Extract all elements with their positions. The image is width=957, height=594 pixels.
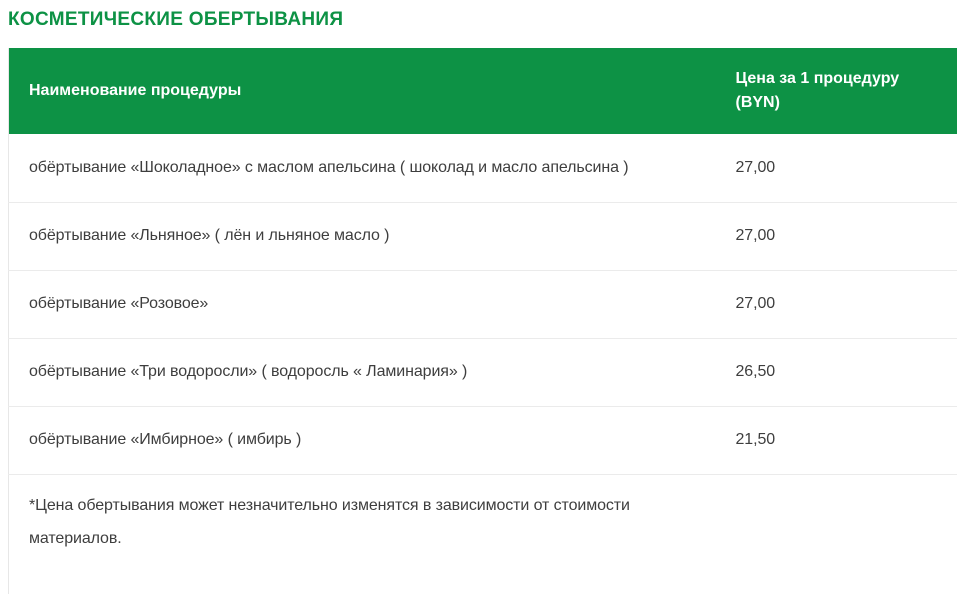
column-header-procedure-name: Наименование процедуры bbox=[9, 48, 716, 134]
procedure-name: обёртывание «Шоколадное» с маслом апельс… bbox=[9, 134, 716, 202]
price-table-body: обёртывание «Шоколадное» с маслом апельс… bbox=[9, 134, 957, 594]
header-row: Наименование процедуры Цена за 1 процеду… bbox=[9, 48, 957, 134]
procedure-name: обёртывание «Имбирное» ( имбирь ) bbox=[9, 406, 716, 474]
column-header-price: Цена за 1 процедуру (BYN) bbox=[716, 48, 957, 134]
procedure-price: 27,00 bbox=[716, 270, 957, 338]
procedure-name: обёртывание «Три водоросли» ( водоросль … bbox=[9, 338, 716, 406]
page-title: КОСМЕТИЧЕСКИЕ ОБЕРТЫВАНИЯ bbox=[8, 8, 957, 31]
table-row: обёртывание «Три водоросли» ( водоросль … bbox=[9, 338, 957, 406]
table-row: обёртывание «Шоколадное» с маслом апельс… bbox=[9, 134, 957, 202]
table-row: обёртывание «Имбирное» ( имбирь ) 21,50 bbox=[9, 406, 957, 474]
price-table-header: Наименование процедуры Цена за 1 процеду… bbox=[9, 48, 957, 134]
footnote-text: *Цена обертывания может незначительно из… bbox=[29, 489, 661, 555]
procedure-price: 27,00 bbox=[716, 202, 957, 270]
footnote-cell: *Цена обертывания может незначительно из… bbox=[9, 474, 957, 594]
price-table: Наименование процедуры Цена за 1 процеду… bbox=[8, 48, 957, 594]
footnote-row: *Цена обертывания может незначительно из… bbox=[9, 474, 957, 594]
procedure-name: обёртывание «Розовое» bbox=[9, 270, 716, 338]
table-row: обёртывание «Розовое» 27,00 bbox=[9, 270, 957, 338]
table-row: обёртывание «Льняное» ( лён и льняное ма… bbox=[9, 202, 957, 270]
procedure-price: 26,50 bbox=[716, 338, 957, 406]
procedure-price: 21,50 bbox=[716, 406, 957, 474]
procedure-name: обёртывание «Льняное» ( лён и льняное ма… bbox=[9, 202, 716, 270]
procedure-price: 27,00 bbox=[716, 134, 957, 202]
